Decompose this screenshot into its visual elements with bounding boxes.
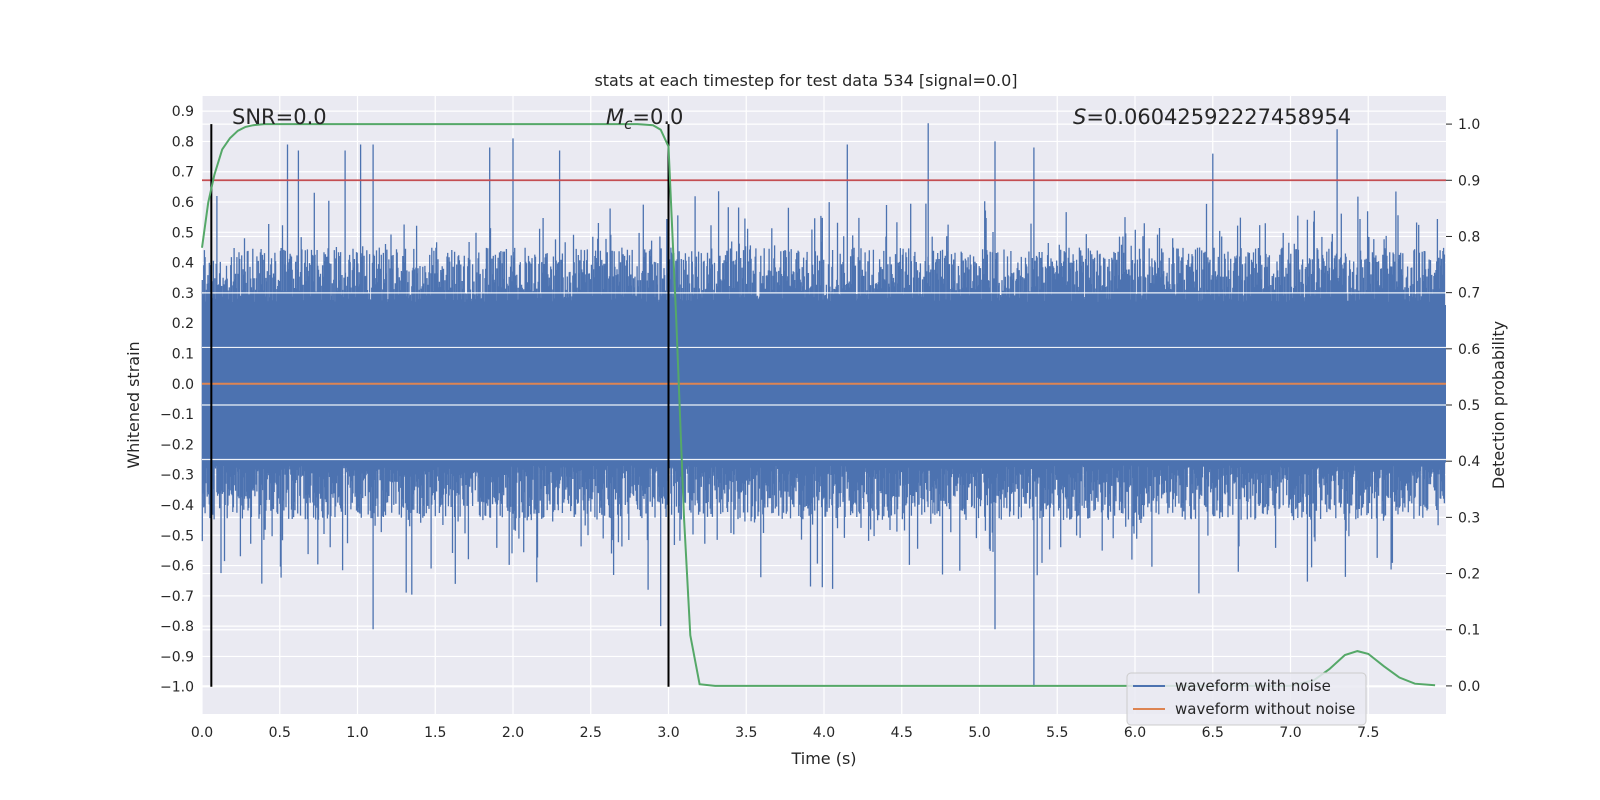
- y-tick-label: −0.9: [160, 649, 194, 665]
- s-value: =0.06042592227458954: [1086, 105, 1351, 129]
- legend-label-clean: waveform without noise: [1175, 700, 1355, 718]
- y-tick-label: −0.4: [160, 498, 194, 514]
- snr-annotation: SNR=0.0: [232, 105, 327, 129]
- legend: waveform with noise waveform without noi…: [1126, 672, 1367, 726]
- y-tick-label: −1.0: [160, 680, 194, 696]
- axes: 0.0 0.5 1.0 1.5 2.0 2.5 3.0 3.5 4.0 4.5 5.0 5.5 6.0 6…: [160, 104, 1480, 741]
- s-annotation: S=0.06042592227458954: [1073, 105, 1351, 129]
- y-tick-label: 0.2: [172, 316, 194, 332]
- mc-annotation: Mc=0.0: [606, 105, 683, 133]
- x-tick-label: 7.0: [1279, 725, 1301, 741]
- mc-subscript: c: [624, 115, 633, 133]
- y-tick-label: 0.6: [172, 195, 194, 211]
- y2-axis-label: Detection probability: [1489, 321, 1508, 489]
- y2-tick-label: 0.1: [1458, 623, 1480, 639]
- chart-title: stats at each timestep for test data 534…: [594, 71, 1017, 90]
- y-axis-label: Whitened strain: [124, 341, 143, 468]
- series-lines: [201, 123, 1446, 687]
- y2-tick-label: 0.0: [1458, 679, 1480, 695]
- x-tick-label: 4.0: [813, 725, 835, 741]
- x-tick-label: 1.0: [346, 725, 368, 741]
- x-tick-label: 0.5: [269, 725, 291, 741]
- y2-tick-label: 0.2: [1458, 567, 1480, 583]
- y-tick-label: 0.4: [172, 256, 194, 272]
- y-tick-label: 0.3: [172, 286, 194, 302]
- legend-label-noise: waveform with noise: [1175, 677, 1331, 695]
- x-tick-label: 6.5: [1202, 725, 1224, 741]
- x-tick-label: 1.5: [424, 725, 446, 741]
- y2-tick-label: 0.8: [1458, 229, 1480, 245]
- x-tick-label: 2.5: [580, 725, 602, 741]
- x-tick-label: 5.5: [1046, 725, 1068, 741]
- y-tick-label: −0.8: [160, 619, 194, 635]
- y2-tick-label: 1.0: [1458, 117, 1480, 133]
- y-tick-label: 0.8: [172, 134, 194, 150]
- legend-box: [1126, 672, 1367, 726]
- y2-tick-label: 0.5: [1458, 398, 1480, 414]
- mc-symbol: M: [606, 105, 624, 129]
- x-tick-label: 7.5: [1357, 725, 1379, 741]
- y-tick-label: −0.5: [160, 528, 194, 544]
- s-symbol: S: [1073, 105, 1086, 129]
- x-tick-label: 0.0: [191, 725, 213, 741]
- y2-tick-label: 0.6: [1458, 342, 1480, 358]
- x-tick-label: 6.0: [1124, 725, 1146, 741]
- y2-tick-label: 0.7: [1458, 286, 1480, 302]
- y-tick-label: 0.7: [172, 165, 194, 181]
- y2-tick-label: 0.4: [1458, 454, 1480, 470]
- y-tick-label: 0.0: [172, 377, 194, 393]
- x-tick-label: 3.0: [657, 725, 679, 741]
- detection-probability-line: [201, 123, 1436, 687]
- y-tick-label: −0.1: [160, 407, 194, 423]
- y-tick-label: −0.2: [160, 437, 194, 453]
- y-tick-label: −0.3: [160, 468, 194, 484]
- x-tick-label: 4.5: [891, 725, 913, 741]
- y2-tick-label: 0.3: [1458, 510, 1480, 526]
- y-tick-label: −0.7: [160, 589, 194, 605]
- x-tick-label: 5.0: [968, 725, 990, 741]
- x-tick-label: 3.5: [735, 725, 757, 741]
- y-tick-label: −0.6: [160, 559, 194, 575]
- y2-tick-label: 0.9: [1458, 173, 1480, 189]
- y-tick-label: 0.5: [172, 225, 194, 241]
- y-tick-label: 0.1: [172, 347, 194, 363]
- x-tick-label: 2.0: [502, 725, 524, 741]
- mc-value: =0.0: [632, 105, 683, 129]
- y-tick-label: 0.9: [172, 104, 194, 120]
- x-axis-label: Time (s): [790, 749, 856, 768]
